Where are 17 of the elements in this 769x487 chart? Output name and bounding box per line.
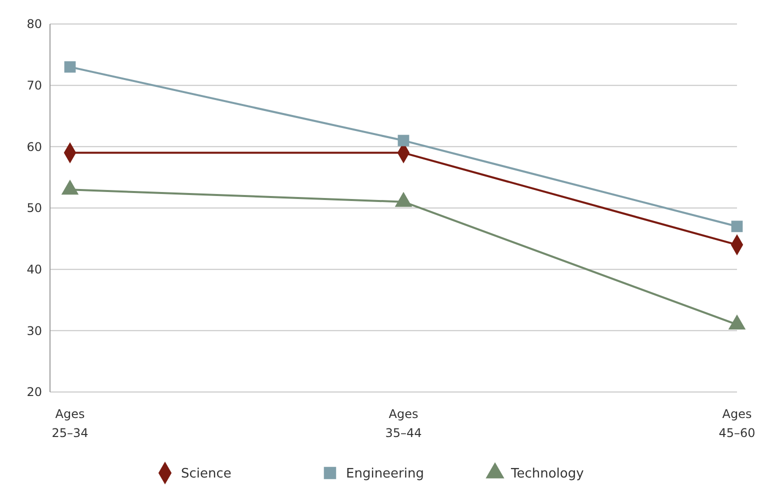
y-tick-label: 40 — [26, 262, 42, 277]
y-tick-label: 30 — [26, 324, 42, 338]
x-tick-label: Ages 45–60 — [718, 407, 756, 440]
y-tick-label: 20 — [26, 385, 42, 400]
point — [731, 220, 743, 232]
legend-label: Science — [181, 466, 232, 482]
point — [398, 134, 410, 146]
x-tick-label: Ages 25–34 — [52, 407, 88, 440]
y-tick-label: 70 — [26, 78, 42, 93]
legend-label: Engineering — [346, 466, 424, 482]
legend-label: Technology — [510, 466, 584, 482]
y-tick-label: 80 — [26, 17, 42, 32]
y-tick-label: 60 — [26, 140, 42, 154]
x-tick-label: Ages 35–44 — [385, 407, 422, 440]
y-tick-label: 50 — [26, 201, 42, 216]
point — [64, 61, 76, 73]
point — [728, 314, 746, 330]
